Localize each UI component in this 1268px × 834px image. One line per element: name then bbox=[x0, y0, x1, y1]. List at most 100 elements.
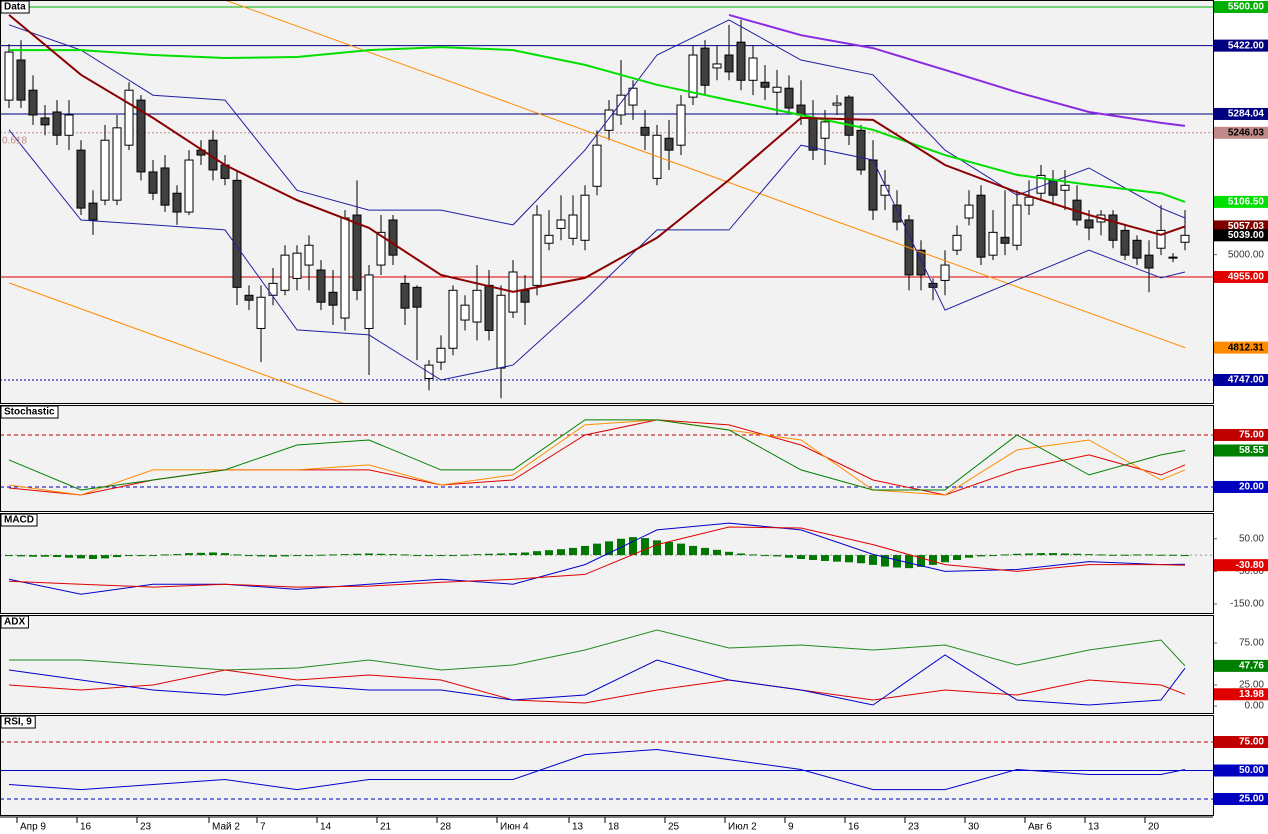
panel-background bbox=[0, 0, 1213, 404]
histogram-bar bbox=[1109, 554, 1117, 556]
histogram-bar bbox=[1037, 553, 1045, 556]
indicator-line bbox=[8, 19, 1186, 226]
histogram-bar bbox=[917, 555, 925, 567]
candle-body bbox=[592, 144, 602, 187]
histogram-bar bbox=[1049, 553, 1057, 556]
y-tick-label: -50.00 bbox=[1236, 566, 1265, 577]
price-tag-label: 4812.31 bbox=[1228, 342, 1265, 353]
histogram-bar bbox=[173, 554, 181, 556]
candle-body bbox=[184, 159, 194, 213]
panel-border bbox=[0, 513, 1214, 614]
indicator-line bbox=[8, 129, 1186, 381]
indicator-line bbox=[8, 14, 1186, 293]
panel-title-box bbox=[0, 405, 59, 419]
price-tag-label: 20.00 bbox=[1239, 482, 1264, 493]
price-tag bbox=[1214, 373, 1268, 386]
histogram-bar bbox=[17, 555, 25, 557]
price-tag bbox=[1214, 0, 1268, 13]
candle-body bbox=[556, 219, 566, 229]
candle-body bbox=[520, 289, 530, 303]
price-tag-label: 5284.04 bbox=[1228, 109, 1265, 120]
histogram-bar bbox=[905, 555, 913, 569]
histogram-bar bbox=[977, 555, 985, 557]
x-tick-label: 9 bbox=[788, 822, 794, 833]
x-tick-label: Июн 4 bbox=[500, 822, 529, 833]
histogram-bar bbox=[53, 555, 61, 558]
candle-body bbox=[580, 194, 590, 241]
histogram-bar bbox=[629, 537, 637, 556]
histogram-bar bbox=[773, 555, 781, 557]
histogram-bar bbox=[809, 555, 817, 560]
panel-title: ADX bbox=[4, 617, 25, 628]
price-tag bbox=[1214, 270, 1268, 283]
x-tick-label: Июл 2 bbox=[728, 822, 757, 833]
histogram-bar bbox=[713, 549, 721, 556]
histogram-bar bbox=[473, 554, 481, 556]
price-tag bbox=[1214, 39, 1268, 52]
histogram-bar bbox=[425, 555, 433, 557]
histogram-bar bbox=[1025, 553, 1033, 556]
histogram-bar bbox=[881, 555, 889, 567]
histogram-bar bbox=[965, 555, 973, 558]
x-tick-label: 23 bbox=[140, 822, 152, 833]
panel-border bbox=[0, 405, 1214, 512]
candle-body bbox=[748, 57, 758, 81]
histogram-bar bbox=[5, 555, 13, 557]
candle-body bbox=[808, 117, 818, 151]
candle-body bbox=[952, 234, 962, 251]
histogram-bar bbox=[101, 555, 109, 559]
candle-body bbox=[484, 284, 494, 331]
candle-body bbox=[1156, 229, 1166, 249]
candle-body bbox=[1168, 256, 1178, 259]
x-tick-label: 13 bbox=[1088, 822, 1100, 833]
panel bbox=[0, 0, 1213, 404]
candle-body bbox=[412, 286, 422, 308]
panel-background bbox=[0, 405, 1213, 512]
candle-body bbox=[148, 171, 158, 194]
panel bbox=[0, 741, 1213, 800]
histogram-bar bbox=[485, 553, 493, 556]
histogram-bar bbox=[233, 554, 241, 556]
candle-body bbox=[712, 63, 722, 69]
histogram-bar bbox=[341, 554, 349, 556]
price-tag-label: -30.80 bbox=[1236, 560, 1265, 571]
histogram-bar bbox=[857, 555, 865, 564]
histogram-bar bbox=[1061, 553, 1069, 556]
candle-body bbox=[232, 179, 242, 288]
panel-title: Data bbox=[4, 2, 26, 13]
price-tag-label: 25.00 bbox=[1239, 794, 1264, 805]
histogram-bar bbox=[1073, 553, 1081, 556]
histogram-bar bbox=[545, 550, 553, 556]
price-tag-label: 5057.03 bbox=[1228, 221, 1265, 232]
indicator-line bbox=[8, 654, 1186, 706]
indicator-line bbox=[8, 748, 1186, 791]
x-tick-label: 23 bbox=[908, 822, 920, 833]
candle-body bbox=[124, 89, 134, 146]
x-tick-label: 28 bbox=[440, 822, 452, 833]
price-tag bbox=[1214, 444, 1268, 457]
candle-body bbox=[256, 296, 266, 329]
histogram-bar bbox=[377, 553, 385, 556]
x-tick-label: 14 bbox=[320, 822, 332, 833]
price-tag-label: 5500.00 bbox=[1228, 2, 1265, 13]
histogram-bar bbox=[581, 545, 589, 556]
histogram-bar bbox=[689, 545, 697, 556]
candle-body bbox=[280, 254, 290, 291]
histogram-bar bbox=[593, 543, 601, 556]
panel-title-box bbox=[0, 715, 36, 729]
candle-body bbox=[460, 304, 470, 321]
price-tag bbox=[1214, 480, 1268, 493]
histogram-bar bbox=[521, 552, 529, 556]
panel-background bbox=[0, 715, 1213, 816]
candle-body bbox=[700, 47, 710, 86]
histogram-bar bbox=[185, 553, 193, 556]
candle-body bbox=[532, 214, 542, 286]
price-tag bbox=[1214, 428, 1268, 441]
price-tag bbox=[1214, 229, 1268, 242]
candle-body bbox=[820, 121, 830, 139]
candle-body bbox=[604, 109, 614, 131]
candle-body bbox=[676, 104, 686, 146]
candle-body bbox=[328, 291, 338, 306]
candle-body bbox=[400, 282, 410, 309]
